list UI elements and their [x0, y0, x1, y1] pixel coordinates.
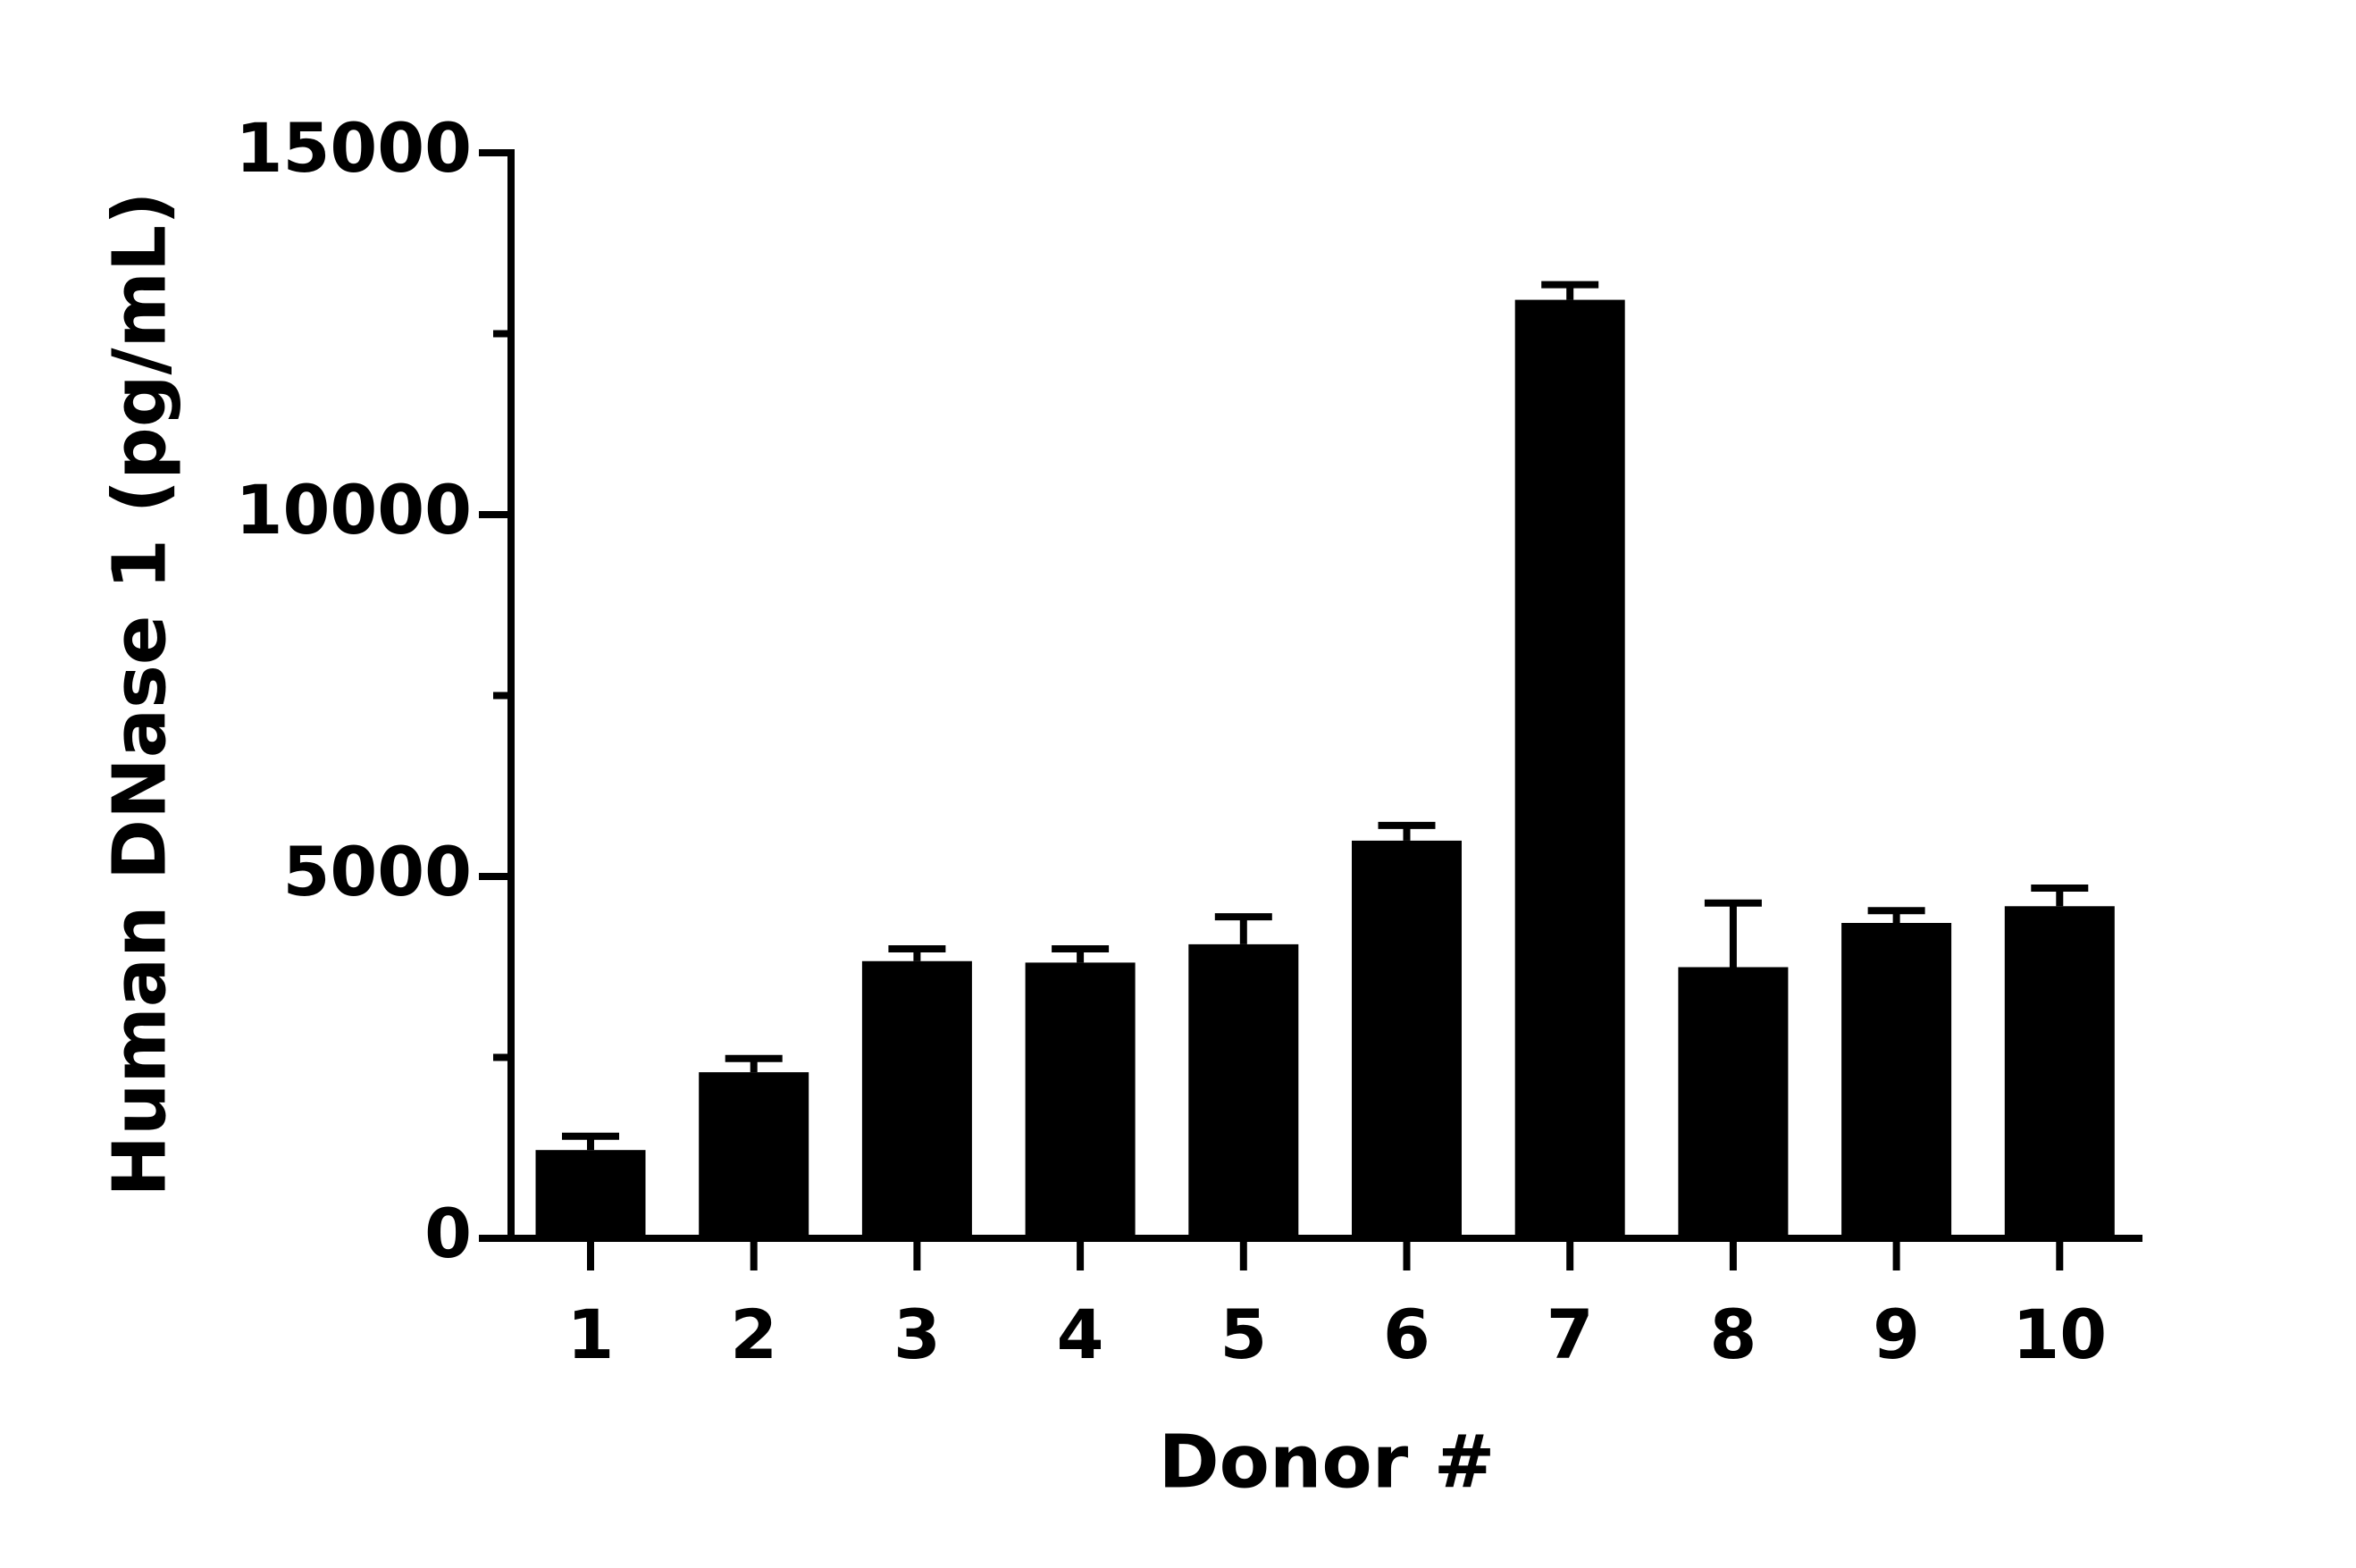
bar [2004, 906, 2115, 1238]
x-tick-label: 10 [2012, 1295, 2107, 1374]
y-tick-label: 5000 [282, 832, 472, 911]
y-tick-label: 10000 [236, 470, 472, 549]
x-tick-label: 1 [567, 1295, 615, 1374]
x-tick-label: 5 [1220, 1295, 1267, 1374]
bar [1025, 962, 1136, 1238]
bar [535, 1150, 646, 1238]
y-axis-label: Human DNase 1 (pg/mL) [97, 191, 182, 1196]
bar [699, 1072, 809, 1238]
x-tick-label: 7 [1547, 1295, 1594, 1374]
x-tick-label: 3 [893, 1295, 941, 1374]
bar [1678, 967, 1789, 1238]
x-tick-label: 2 [730, 1295, 777, 1374]
bar [1188, 943, 1299, 1238]
bar [1841, 923, 1952, 1238]
y-tick-label: 0 [424, 1194, 472, 1273]
y-tick-label: 15000 [236, 108, 472, 188]
x-axis-label: Donor # [1159, 1420, 1496, 1505]
x-tick-label: 8 [1709, 1295, 1757, 1374]
bar [1514, 299, 1625, 1238]
x-tick-label: 4 [1057, 1295, 1104, 1374]
bar [861, 960, 972, 1238]
x-tick-label: 6 [1383, 1295, 1430, 1374]
x-tick-label: 9 [1873, 1295, 1920, 1374]
bar [1352, 840, 1462, 1238]
